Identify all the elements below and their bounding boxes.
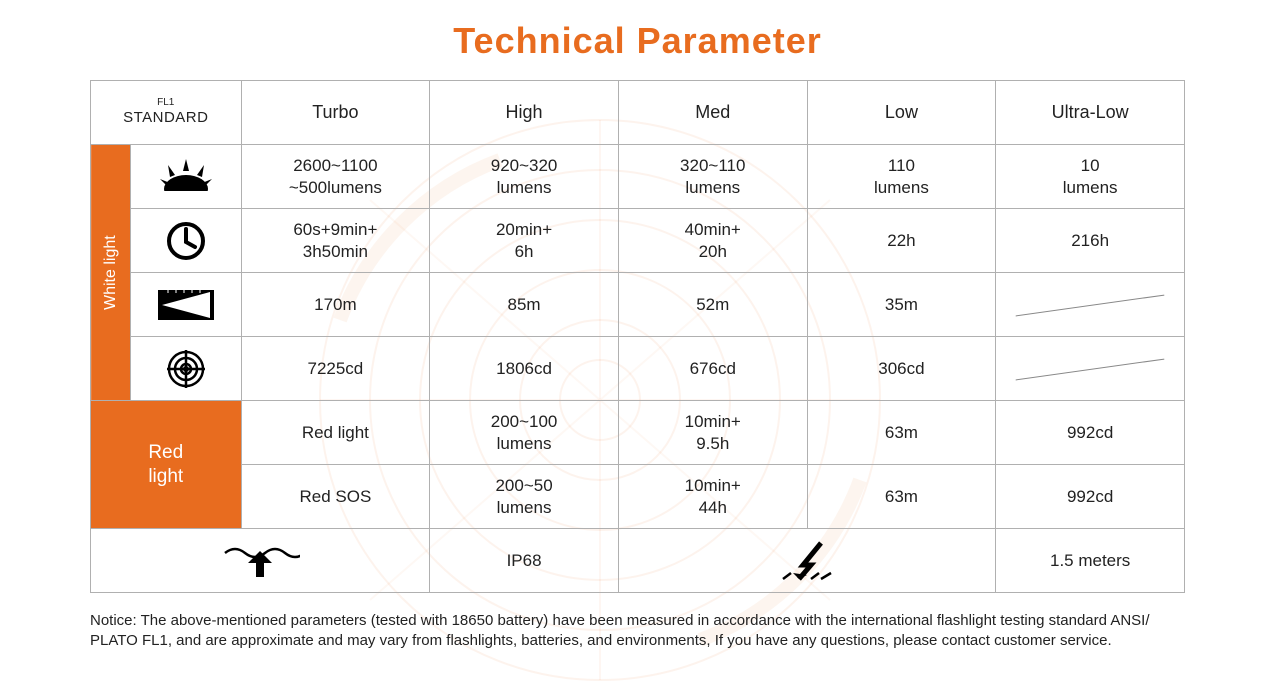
fl1-bottom: STANDARD	[95, 109, 237, 128]
cell: Red SOS	[241, 465, 430, 529]
table-row: Redlight Red light 200~100lumens 10min+9…	[91, 401, 1185, 465]
runtime-icon	[131, 209, 241, 273]
cell-na	[996, 337, 1185, 401]
cell: 10lumens	[996, 145, 1185, 209]
table-row: White light 2600~1100~500lumens 920~320l…	[91, 145, 1185, 209]
drop-rating: 1.5 meters	[996, 529, 1185, 593]
cell: 63m	[807, 401, 996, 465]
fl1-standard-cell: FL1 STANDARD	[91, 81, 242, 145]
ip-rating: IP68	[430, 529, 619, 593]
cell: 110lumens	[807, 145, 996, 209]
beam-icon	[131, 273, 241, 337]
table-row: Red SOS 200~50lumens 10min+44h 63m 992cd	[91, 465, 1185, 529]
red-light-label: Redlight	[91, 401, 242, 529]
cell: 35m	[807, 273, 996, 337]
page-title: Technical Parameter	[90, 20, 1185, 62]
cell: 200~100lumens	[430, 401, 619, 465]
cell: 1806cd	[430, 337, 619, 401]
cell: 306cd	[807, 337, 996, 401]
cell-na	[996, 273, 1185, 337]
cell: 170m	[241, 273, 430, 337]
cell: 7225cd	[241, 337, 430, 401]
table-header-row: FL1 STANDARD Turbo High Med Low Ultra-Lo…	[91, 81, 1185, 145]
intensity-icon	[131, 337, 241, 401]
impact-icon	[618, 529, 995, 593]
table-row: 7225cd 1806cd 676cd 306cd	[91, 337, 1185, 401]
cell: 22h	[807, 209, 996, 273]
cell: 2600~1100~500lumens	[241, 145, 430, 209]
cell: 920~320lumens	[430, 145, 619, 209]
cell: 676cd	[618, 337, 807, 401]
cell: 992cd	[996, 465, 1185, 529]
cell: Red light	[241, 401, 430, 465]
cell: 40min+20h	[618, 209, 807, 273]
col-high: High	[430, 81, 619, 145]
fl1-top: FL1	[95, 97, 237, 110]
col-med: Med	[618, 81, 807, 145]
spec-table: FL1 STANDARD Turbo High Med Low Ultra-Lo…	[90, 80, 1185, 593]
cell: 992cd	[996, 401, 1185, 465]
table-row: 60s+9min+3h50min 20min+6h 40min+20h 22h …	[91, 209, 1185, 273]
cell: 216h	[996, 209, 1185, 273]
waterproof-icon	[91, 529, 430, 593]
table-row: IP68 1.5 meters	[91, 529, 1185, 593]
cell: 63m	[807, 465, 996, 529]
cell: 200~50lumens	[430, 465, 619, 529]
col-turbo: Turbo	[241, 81, 430, 145]
col-ultralow: Ultra-Low	[996, 81, 1185, 145]
cell: 60s+9min+3h50min	[241, 209, 430, 273]
cell: 52m	[618, 273, 807, 337]
cell: 85m	[430, 273, 619, 337]
cell: 20min+6h	[430, 209, 619, 273]
notice-text: Notice: The above-mentioned parameters (…	[90, 611, 1185, 652]
col-low: Low	[807, 81, 996, 145]
cell: 10min+44h	[618, 465, 807, 529]
white-light-label: White light	[91, 145, 131, 401]
cell: 10min+9.5h	[618, 401, 807, 465]
table-row: 170m 85m 52m 35m	[91, 273, 1185, 337]
lumens-icon	[131, 145, 241, 209]
cell: 320~110lumens	[618, 145, 807, 209]
